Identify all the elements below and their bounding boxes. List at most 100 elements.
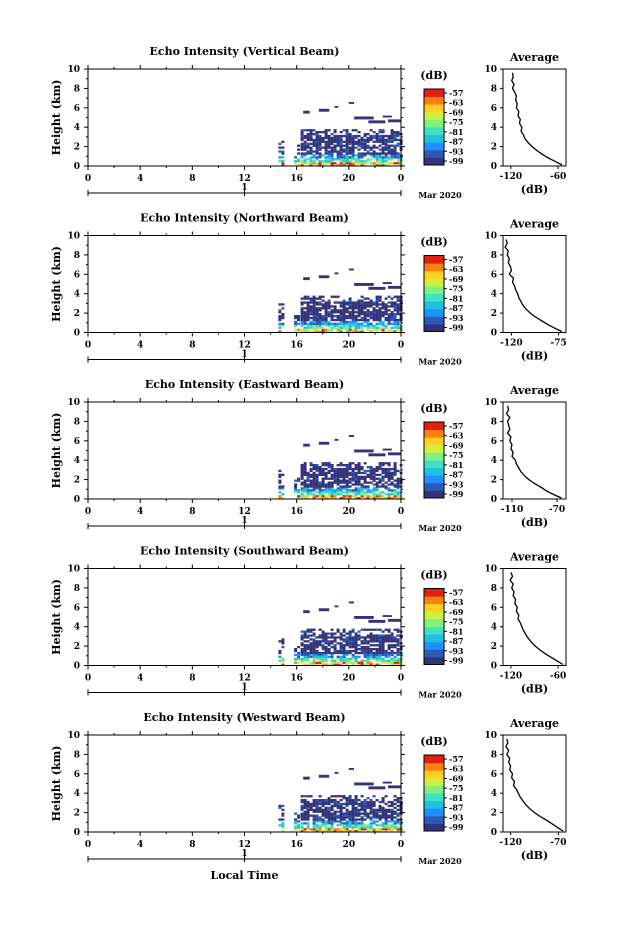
echo-cell bbox=[348, 810, 352, 813]
echo-cell bbox=[351, 822, 355, 825]
echo-cell bbox=[348, 316, 352, 320]
colorbar-segment bbox=[424, 278, 444, 287]
echo-cell bbox=[366, 812, 370, 815]
echo-cell bbox=[339, 824, 343, 827]
echo-cell bbox=[306, 636, 310, 639]
echo-cell bbox=[333, 659, 337, 662]
echo-cell bbox=[303, 649, 307, 653]
echo-cell bbox=[369, 315, 373, 318]
colorbar-tick-label: -87 bbox=[449, 636, 463, 646]
echo-cell bbox=[294, 659, 298, 662]
average-profile-line bbox=[505, 738, 564, 832]
avg-x-tick-label: -120 bbox=[500, 339, 523, 349]
echo-cell bbox=[345, 822, 349, 825]
echo-cell bbox=[357, 330, 361, 333]
x-tick-label: 16 bbox=[290, 174, 303, 184]
echo-cell bbox=[369, 301, 373, 304]
echo-cell bbox=[281, 150, 285, 153]
echo-cell bbox=[366, 309, 370, 312]
echo-cell bbox=[306, 307, 310, 310]
echo-cell bbox=[336, 657, 340, 660]
echo-cell bbox=[312, 162, 316, 165]
echo-cell bbox=[339, 651, 343, 655]
echo-cell bbox=[396, 804, 400, 808]
echo-cell bbox=[303, 651, 307, 655]
x-tick-label: 0 bbox=[85, 174, 91, 184]
avg-x-label: (dB) bbox=[521, 849, 548, 862]
echo-cell bbox=[378, 303, 382, 306]
echo-cell bbox=[318, 659, 322, 662]
echo-cell bbox=[384, 318, 388, 322]
echo-cell bbox=[381, 328, 385, 331]
echo-cell bbox=[303, 644, 307, 647]
echo-cell bbox=[342, 644, 346, 647]
echo-cell bbox=[315, 491, 319, 494]
echo-cell bbox=[396, 642, 400, 645]
echo-cell bbox=[384, 469, 388, 473]
echo-heatmap bbox=[278, 768, 403, 833]
echo-cell bbox=[318, 469, 322, 473]
echo-cell bbox=[327, 487, 331, 490]
echo-cell bbox=[336, 326, 340, 329]
echo-cell bbox=[396, 305, 400, 308]
echo-cell bbox=[339, 810, 343, 813]
echo-cell bbox=[381, 636, 385, 639]
colorbar-tick-label: -69 bbox=[449, 107, 464, 117]
colorbar-segment bbox=[424, 823, 444, 832]
echo-cell bbox=[348, 636, 352, 639]
echo-cell bbox=[375, 657, 379, 660]
echo-cell bbox=[303, 330, 307, 333]
echo-cell bbox=[348, 322, 352, 325]
echo-cell bbox=[351, 630, 355, 633]
echo-cell bbox=[360, 326, 364, 329]
echo-cell bbox=[375, 305, 379, 308]
echo-cell bbox=[321, 320, 325, 324]
echo-cell bbox=[315, 804, 319, 808]
echo-cell bbox=[393, 810, 397, 813]
echo-cell bbox=[300, 630, 304, 633]
echo-cell bbox=[387, 320, 391, 324]
echo-cell bbox=[294, 657, 298, 660]
echo-cell bbox=[348, 466, 352, 469]
echo-cell bbox=[345, 160, 349, 163]
echo-blob bbox=[382, 115, 392, 118]
x-tick-label: 4 bbox=[137, 840, 143, 850]
echo-blob bbox=[318, 774, 330, 778]
echo-cell bbox=[324, 824, 328, 827]
echo-cell bbox=[324, 799, 328, 802]
echo-cell bbox=[315, 477, 319, 480]
echo-cell bbox=[324, 487, 328, 490]
echo-cell bbox=[300, 156, 304, 159]
echo-cell bbox=[300, 131, 304, 134]
echo-cell bbox=[342, 491, 346, 494]
echo-cell bbox=[345, 808, 349, 811]
echo-cell bbox=[339, 634, 343, 637]
echo-cell bbox=[390, 467, 394, 471]
echo-cell bbox=[303, 473, 307, 476]
echo-cell bbox=[345, 800, 349, 804]
echo-cell bbox=[300, 309, 304, 312]
echo-cell bbox=[300, 814, 304, 817]
echo-cell bbox=[387, 636, 391, 639]
echo-cell bbox=[360, 495, 364, 498]
echo-cell bbox=[348, 489, 352, 492]
x-tick-label: 20 bbox=[343, 507, 356, 517]
echo-cell bbox=[393, 464, 397, 467]
echo-cell bbox=[345, 481, 349, 484]
colorbar-tick-label: -69 bbox=[449, 440, 464, 450]
echo-cell bbox=[375, 162, 379, 165]
echo-cell bbox=[354, 487, 358, 490]
echo-cell bbox=[393, 802, 397, 806]
echo-cell bbox=[306, 313, 310, 316]
echo-blob bbox=[368, 120, 386, 124]
echo-cell bbox=[372, 134, 376, 138]
echo-cell bbox=[342, 824, 346, 827]
echo-cell bbox=[324, 152, 328, 155]
echo-cell bbox=[372, 644, 376, 647]
avg-x-label: (dB) bbox=[521, 350, 548, 363]
echo-cell bbox=[315, 661, 319, 664]
echo-cell bbox=[360, 140, 364, 143]
echo-cell bbox=[366, 651, 370, 655]
echo-cell bbox=[318, 636, 322, 639]
